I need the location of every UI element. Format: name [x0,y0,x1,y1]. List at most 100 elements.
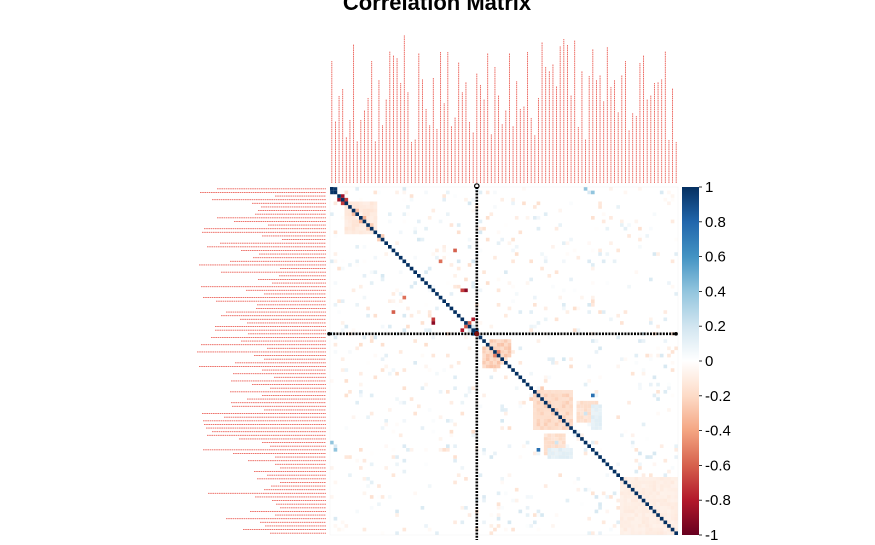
heatmap-cell [362,212,367,216]
heatmap-cell [438,390,443,394]
heatmap-cell [489,350,494,354]
heatmap-cell [663,458,668,463]
heatmap-cell [340,216,345,220]
heatmap-cell [496,342,501,347]
heatmap-cell [362,259,367,264]
heatmap-cell [373,223,378,227]
heatmap-cell [569,419,573,423]
heatmap-cell [533,422,537,427]
heatmap-cell [507,339,512,343]
heatmap-cell [562,451,566,456]
heatmap-cell [337,310,341,314]
diagonal-cell [569,426,573,430]
heatmap-cell [623,310,628,314]
heatmap-cell [565,404,570,409]
heatmap-cell [652,480,657,485]
heatmap-cell [659,477,664,481]
heatmap-cell [431,335,436,340]
heatmap-cell [496,524,501,528]
heatmap-cell [616,415,620,419]
heatmap-cell [674,455,678,459]
heatmap-cell [598,205,602,209]
heatmap-cell [667,477,671,481]
diagonal-cell [406,263,410,267]
heatmap-cell [562,259,566,264]
heatmap-cell [562,455,566,459]
heatmap-cell [529,310,533,314]
heatmap-cell [551,448,555,452]
diagonal-cell [536,393,541,398]
heatmap-cell [543,451,548,456]
heatmap-cell [467,390,472,394]
heatmap-cell [638,524,642,528]
heatmap-cell [638,516,642,521]
heatmap-cell [667,520,671,525]
heatmap-cell [373,201,378,206]
heatmap-cell [670,520,675,525]
heatmap-cell [594,411,599,416]
heatmap-cell [420,321,425,325]
heatmap-cell [674,527,678,532]
heatmap-cell [623,357,628,361]
heatmap-cell [551,415,555,419]
heatmap-cell [525,281,530,285]
colorbar-tick-label: 1 [705,179,713,196]
heatmap-cell [424,462,428,467]
heatmap-cell [391,429,396,434]
heatmap-cell [427,328,432,332]
heatmap-cell [348,219,352,224]
heatmap-cell [667,382,671,387]
heatmap-cell [453,422,457,427]
heatmap-cell [562,437,566,441]
heatmap-cell [507,520,512,525]
diagonal-cell [435,292,439,296]
heatmap-cell [369,480,374,485]
heatmap-cell [471,259,475,264]
heatmap-cell [359,371,363,376]
heatmap-cell [558,448,562,452]
heatmap-cell [395,332,399,336]
heatmap-cell [362,223,367,227]
heatmap-cell [485,190,490,195]
heatmap-cell [627,284,631,289]
heatmap-cell [670,361,675,365]
heatmap-cell [351,219,356,224]
heatmap-cell [594,440,599,445]
heatmap-cell [630,433,635,438]
heatmap-cell [576,404,581,409]
heatmap-cell [540,408,544,412]
diagonal-cell [612,469,617,474]
heatmap-cell [616,520,620,525]
heatmap-cell [674,487,678,492]
heatmap-cell [504,223,508,227]
heatmap-cell [467,201,472,206]
heatmap-cell [616,462,620,467]
heatmap-cell [359,205,363,209]
heatmap-cell [402,458,407,463]
heatmap-cell [554,437,559,441]
heatmap-cell [475,252,479,256]
heatmap-cell [591,411,595,416]
diagonal-cell [355,212,359,216]
heatmap-cell [344,223,349,227]
heatmap-cell [659,498,664,503]
heatmap-cell [558,223,562,227]
heatmap-cell [641,506,646,510]
diagonal-cell [641,498,646,503]
heatmap-cell [670,495,675,499]
heatmap-cell [554,448,559,452]
heatmap-cell [424,357,428,361]
heatmap-cell [638,386,642,390]
heatmap-cell [359,382,363,387]
heatmap-cell [562,400,566,405]
heatmap-cell [627,527,631,532]
heatmap-cell [565,390,570,394]
diagonal-cell [518,375,523,380]
heatmap-cell [663,495,668,499]
heatmap-cell [409,194,414,198]
heatmap-cell [580,404,584,409]
diagonal-cell [543,400,548,405]
heatmap-cell [638,187,642,191]
heatmap-cell [398,230,403,235]
heatmap-cell [663,317,668,322]
